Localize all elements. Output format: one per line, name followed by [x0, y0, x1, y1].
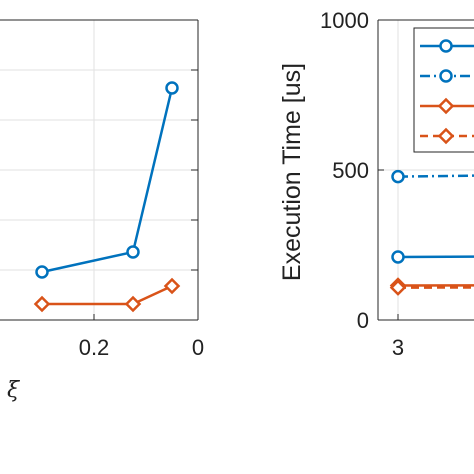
right-series-1-point-1	[391, 250, 405, 264]
right-legend	[413, 27, 474, 153]
left-xtick-label-1: 0.2	[79, 335, 110, 360]
right-series-2-line	[397, 174, 474, 178]
right-series-1-line	[397, 255, 474, 259]
left-series-1-point-3	[165, 81, 179, 95]
right-series-2-point-1	[391, 169, 405, 184]
left-series-1-point-1	[35, 265, 49, 279]
right-series-4-point-1	[389, 279, 407, 296]
legend-entry-4-marker	[437, 127, 455, 145]
left-series-2-point-1	[33, 295, 51, 313]
right-y-axis-label: Execution Time [us]	[278, 63, 306, 281]
right-ytick-label-1: 0	[357, 308, 369, 333]
left-series-2-point-2	[124, 295, 142, 313]
legend-entry-3-marker	[437, 97, 455, 115]
right-xtick-label-1: 3	[392, 335, 404, 360]
right-plot: 0 500 1000 3 Execution Time [us]	[278, 8, 474, 360]
legend-entry-2-marker	[439, 69, 453, 83]
left-series	[33, 81, 181, 313]
right-ytick-label-2: 500	[332, 158, 369, 183]
right-ytick-label-3: 1000	[320, 8, 369, 33]
left-series-2-point-3	[163, 277, 181, 295]
left-xtick-label-2: 0	[192, 335, 204, 360]
left-series-1-point-2	[126, 245, 140, 259]
right-series	[389, 169, 474, 296]
left-x-axis-label: ξ	[7, 378, 21, 403]
right-ticks: 0 500 1000 3	[320, 8, 404, 360]
left-plot: 0.2 0 ξ	[0, 19, 204, 403]
left-x-ticks: 0.2 0	[79, 314, 204, 360]
legend-entry-1-marker	[439, 39, 453, 53]
